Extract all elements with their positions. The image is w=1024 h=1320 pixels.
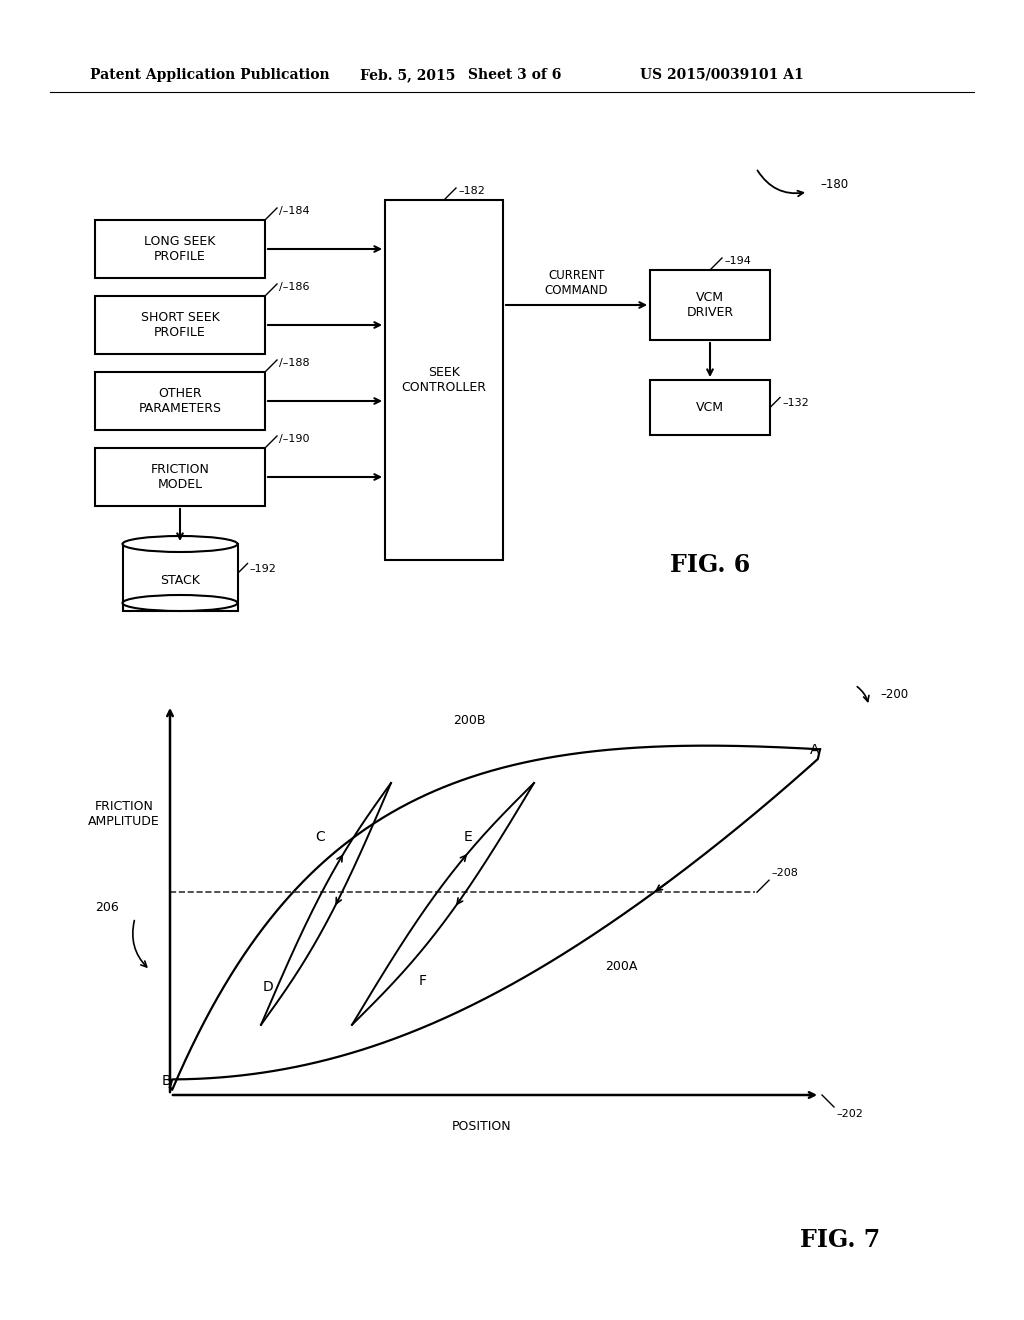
Text: Patent Application Publication: Patent Application Publication [90, 69, 330, 82]
Text: E: E [464, 830, 473, 843]
Text: /–186: /–186 [279, 282, 309, 292]
Text: 200A: 200A [605, 960, 638, 973]
Text: B: B [162, 1074, 171, 1088]
Text: POSITION: POSITION [453, 1121, 512, 1134]
Text: US 2015/0039101 A1: US 2015/0039101 A1 [640, 69, 804, 82]
Text: –202: –202 [836, 1109, 863, 1119]
Text: C: C [315, 830, 325, 843]
Text: SHORT SEEK
PROFILE: SHORT SEEK PROFILE [140, 312, 219, 339]
Text: /–184: /–184 [279, 206, 309, 216]
Text: LONG SEEK
PROFILE: LONG SEEK PROFILE [144, 235, 216, 263]
Text: D: D [262, 981, 273, 994]
Text: FIG. 7: FIG. 7 [800, 1228, 880, 1251]
Text: –192: –192 [250, 564, 276, 573]
Bar [95, 220, 265, 279]
Text: FRICTION
AMPLITUDE: FRICTION AMPLITUDE [88, 800, 160, 828]
Text: 200B: 200B [453, 714, 485, 727]
Text: Sheet 3 of 6: Sheet 3 of 6 [468, 69, 561, 82]
Text: CURRENT
COMMAND: CURRENT COMMAND [545, 269, 608, 297]
Text: F: F [419, 974, 427, 987]
Text: –132: –132 [782, 397, 809, 408]
Text: STACK: STACK [160, 574, 200, 587]
Text: –182: –182 [458, 186, 485, 195]
Text: –208: –208 [771, 869, 798, 878]
Text: VCM: VCM [696, 401, 724, 414]
Text: VCM
DRIVER: VCM DRIVER [686, 290, 733, 319]
Bar [95, 296, 265, 354]
Text: –180: –180 [820, 178, 848, 191]
Ellipse shape [123, 595, 238, 611]
Bar [95, 372, 265, 430]
Text: A: A [810, 743, 819, 756]
Bar [650, 380, 770, 436]
Text: –194: –194 [724, 256, 751, 267]
Text: OTHER
PARAMETERS: OTHER PARAMETERS [138, 387, 221, 414]
Bar [650, 271, 770, 341]
Bar [123, 544, 238, 611]
Text: /–190: /–190 [279, 434, 309, 444]
Text: 206: 206 [95, 902, 119, 915]
Text: FRICTION
MODEL: FRICTION MODEL [151, 463, 210, 491]
Text: SEEK
CONTROLLER: SEEK CONTROLLER [401, 366, 486, 393]
Text: /–188: /–188 [279, 358, 309, 368]
Ellipse shape [123, 536, 238, 552]
Bar [385, 201, 503, 560]
Text: Feb. 5, 2015: Feb. 5, 2015 [360, 69, 456, 82]
Text: –200: –200 [880, 689, 908, 701]
Bar [95, 447, 265, 506]
Text: FIG. 6: FIG. 6 [670, 553, 751, 577]
